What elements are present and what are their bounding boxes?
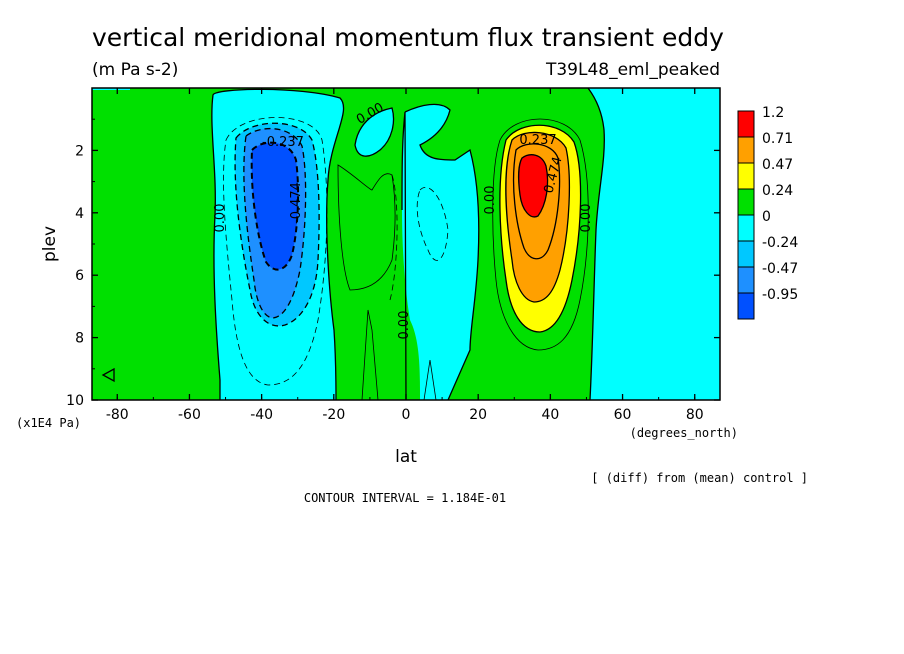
y-axis-label: plev: [40, 226, 60, 262]
x-tick-label: -60: [178, 407, 201, 423]
legend-swatch: [737, 240, 755, 268]
contour-pos-max: [518, 154, 549, 218]
x-axis-units: (degrees_north): [630, 426, 738, 440]
contour-label-zero-5: 0.00: [579, 204, 594, 233]
y-axis-units: (x1E4 Pa): [16, 416, 81, 430]
contour-label-pos-1: 0.237: [519, 133, 556, 148]
contour-pos-thin: [492, 118, 589, 351]
x-tick-label: 20: [469, 407, 487, 423]
chart-units: (m Pa s-2): [92, 60, 178, 80]
contour-neg-thin: [223, 117, 328, 386]
neg-region-center: [402, 104, 479, 400]
neg-region-center-upper: [355, 108, 394, 157]
contour-neg-outer: [234, 122, 320, 327]
y-tick-label: 2: [75, 143, 84, 159]
x-axis-label: lat: [395, 447, 417, 467]
legend-label: -0.24: [762, 235, 798, 251]
x-tick-label: -20: [322, 407, 345, 423]
legend-swatch: [737, 188, 755, 216]
legend-swatch: [737, 162, 755, 190]
neg-level-0-95: [251, 142, 299, 270]
y-tick-label: 4: [75, 206, 84, 222]
legend-swatch: [737, 110, 755, 138]
y-tick-label: 8: [75, 331, 84, 347]
zero-contour-north: [587, 88, 605, 400]
contour-label-neg-2: -0.474: [289, 182, 304, 224]
x-tick-label: -40: [250, 407, 273, 423]
x-tick-label: 60: [614, 407, 632, 423]
plot-area: -0.237 -0.474 0.00 0.00 0.00 0.00 0.00 0…: [91, 87, 721, 401]
zero-contour-south: [211, 94, 221, 400]
contour-pos-inner: [512, 143, 561, 260]
y-tick-label: 6: [75, 268, 84, 284]
legend-swatch: [737, 214, 755, 242]
neg-region-north: [588, 88, 720, 400]
contour-label-zero-4: 0.00: [483, 186, 498, 215]
contour-pos-outer: [499, 124, 582, 333]
color-legend: 1.2 0.71 0.47 0.24 0 -0.24 -0.47 -0.95: [737, 105, 798, 320]
legend-swatch: [737, 266, 755, 294]
legend-label: 0: [762, 209, 771, 225]
contour-neg-mid: [243, 127, 307, 319]
contour-pos-mid: [505, 131, 570, 303]
contour-neg-center: [416, 187, 449, 261]
x-tick-label: -80: [106, 407, 129, 423]
contour-lines: [211, 88, 605, 400]
x-axis: -80 -60 -40 -20 0 20 40 60 80: [106, 88, 704, 423]
y-axis: 2 4 6 8 10: [66, 118, 720, 409]
contour-interval: CONTOUR INTERVAL = 1.184E-01: [304, 491, 506, 505]
contour-neg-inner: [250, 141, 300, 271]
x-tick-label: 40: [541, 407, 559, 423]
experiment-label: T39L48_eml_peaked: [545, 60, 720, 80]
legend-label: 0.47: [762, 157, 793, 173]
contour-label-neg-1: -0.237: [262, 135, 304, 150]
zero-contour-upper-wedge: [354, 107, 395, 157]
diff-note: [ (diff) from (mean) control ]: [591, 471, 808, 485]
legend-label: -0.47: [762, 261, 798, 277]
chart-title: vertical meridional momentum flux transi…: [92, 23, 724, 52]
legend-swatch: [737, 136, 755, 164]
zero-contour-center: [404, 103, 480, 400]
y-tick-label: 10: [66, 393, 84, 409]
x-tick-label: 80: [686, 407, 704, 423]
contour-label-zero-3: 0.00: [397, 311, 412, 340]
x-tick-label: 0: [402, 407, 411, 423]
legend-label: 0.71: [762, 131, 793, 147]
legend-label: 1.2: [762, 105, 784, 121]
contour-lines-negative: [223, 117, 449, 386]
marker-triangle: [101, 367, 115, 383]
legend-swatch: [737, 292, 755, 320]
legend-label: -0.95: [762, 287, 798, 303]
legend-label: 0.24: [762, 183, 793, 199]
contour-center-thin: [337, 164, 396, 291]
contour-label-zero-1: 0.00: [213, 204, 228, 233]
contour-center-lower-2: [423, 359, 437, 400]
zero-contour-center-left: [401, 111, 407, 400]
contour-neg-center-2: [389, 174, 398, 301]
contour-center-lower: [361, 309, 379, 400]
zero-contour-south-inner: [212, 88, 345, 400]
pos-level-1-2: [518, 154, 548, 217]
